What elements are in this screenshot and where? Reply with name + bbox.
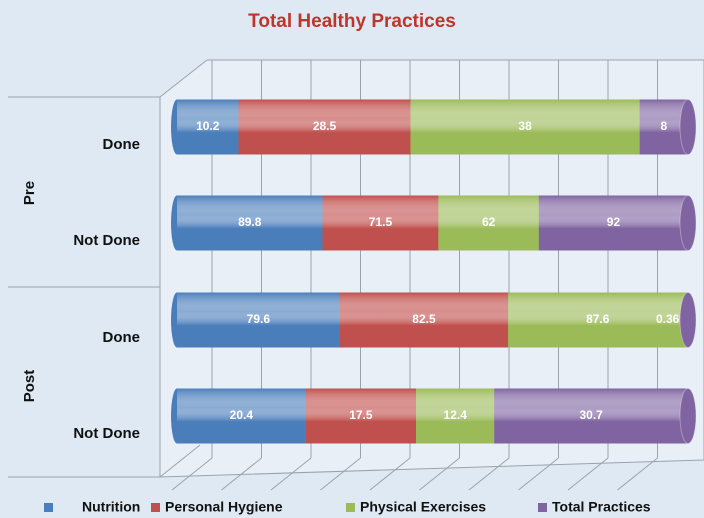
bar-shade xyxy=(177,195,323,251)
data-label: 71.5 xyxy=(369,215,393,229)
grid-line xyxy=(518,457,559,491)
data-label: 87.6 xyxy=(586,312,610,326)
data-label: 0.369 xyxy=(656,312,686,326)
bar-segment xyxy=(177,292,340,348)
legend-swatch xyxy=(44,503,53,512)
legend-swatch xyxy=(346,503,355,512)
grid-line xyxy=(369,457,411,491)
grid-line xyxy=(270,457,312,491)
chart-title: Total Healthy Practices xyxy=(248,11,456,32)
bar-segment xyxy=(494,388,688,444)
data-label: 92 xyxy=(607,215,621,229)
bar-segment xyxy=(238,99,411,155)
legend-item: Total Practices xyxy=(538,499,651,515)
bar-shade xyxy=(305,388,417,444)
data-label: 10.2 xyxy=(196,119,220,133)
bar-shade xyxy=(177,292,340,348)
bar-segment xyxy=(416,388,495,444)
grid-line xyxy=(617,457,658,491)
bar-shade xyxy=(416,388,495,444)
legend-item: Physical Exercises xyxy=(346,499,486,515)
group-label: Pre xyxy=(21,181,38,205)
data-label: 38 xyxy=(518,119,532,133)
data-label: 82.5 xyxy=(412,312,436,326)
data-label: 30.7 xyxy=(579,408,603,422)
legend-label: Personal Hygiene xyxy=(165,499,283,515)
data-label: 20.4 xyxy=(230,408,254,422)
data-label: 62 xyxy=(482,215,496,229)
y-tick-label: Done xyxy=(103,329,141,346)
bar-segment xyxy=(508,292,688,348)
grid-line xyxy=(221,457,262,491)
bar-shade xyxy=(538,195,688,251)
legend-swatch xyxy=(538,503,547,512)
bar-segment xyxy=(339,292,509,348)
bar-cap xyxy=(679,388,697,444)
plot-frame xyxy=(8,59,704,478)
bar-segment xyxy=(438,195,539,251)
bar-shade xyxy=(238,99,411,155)
legend-label: Physical Exercises xyxy=(360,499,486,515)
bar-shade xyxy=(410,99,640,155)
bar-shade xyxy=(639,99,688,155)
bar-shade xyxy=(438,195,539,251)
bar-cap xyxy=(679,195,697,251)
data-label: 8 xyxy=(661,119,668,133)
bar-shade xyxy=(322,195,439,251)
grid-line xyxy=(320,457,361,491)
data-label: 12.4 xyxy=(444,408,468,422)
legend-swatch xyxy=(151,503,160,512)
data-label: 28.5 xyxy=(313,119,337,133)
data-label: 89.8 xyxy=(238,215,262,229)
bar-cap xyxy=(679,292,697,348)
grid-line xyxy=(468,457,510,491)
grid-line xyxy=(171,457,213,491)
y-tick-label: Done xyxy=(103,136,141,153)
y-tick-label: Not Done xyxy=(73,232,140,249)
bar-shade xyxy=(177,388,306,444)
group-label: Post xyxy=(21,370,38,403)
bar-shade xyxy=(339,292,509,348)
bar-segment xyxy=(177,195,323,251)
bar-segment xyxy=(177,388,306,444)
bar-segment xyxy=(177,99,239,155)
data-label: 79.6 xyxy=(247,312,271,326)
bar-shade xyxy=(508,292,688,348)
bar-segment xyxy=(410,99,640,155)
bar-segment xyxy=(639,99,688,155)
grid-line xyxy=(419,457,460,491)
legend-item: Nutrition xyxy=(44,499,140,515)
legend-label: Total Practices xyxy=(552,499,651,515)
data-label: 17.5 xyxy=(349,408,373,422)
bar-shade xyxy=(177,99,239,155)
legend-label: Nutrition xyxy=(82,499,140,515)
bar-segment xyxy=(538,195,688,251)
bar-segment xyxy=(322,195,439,251)
legend-item: Personal Hygiene xyxy=(151,499,283,515)
grid-line xyxy=(567,457,609,491)
bar-cap xyxy=(679,99,697,155)
bar-segment xyxy=(305,388,417,444)
bar-shade xyxy=(494,388,688,444)
y-tick-label: Not Done xyxy=(73,425,140,442)
